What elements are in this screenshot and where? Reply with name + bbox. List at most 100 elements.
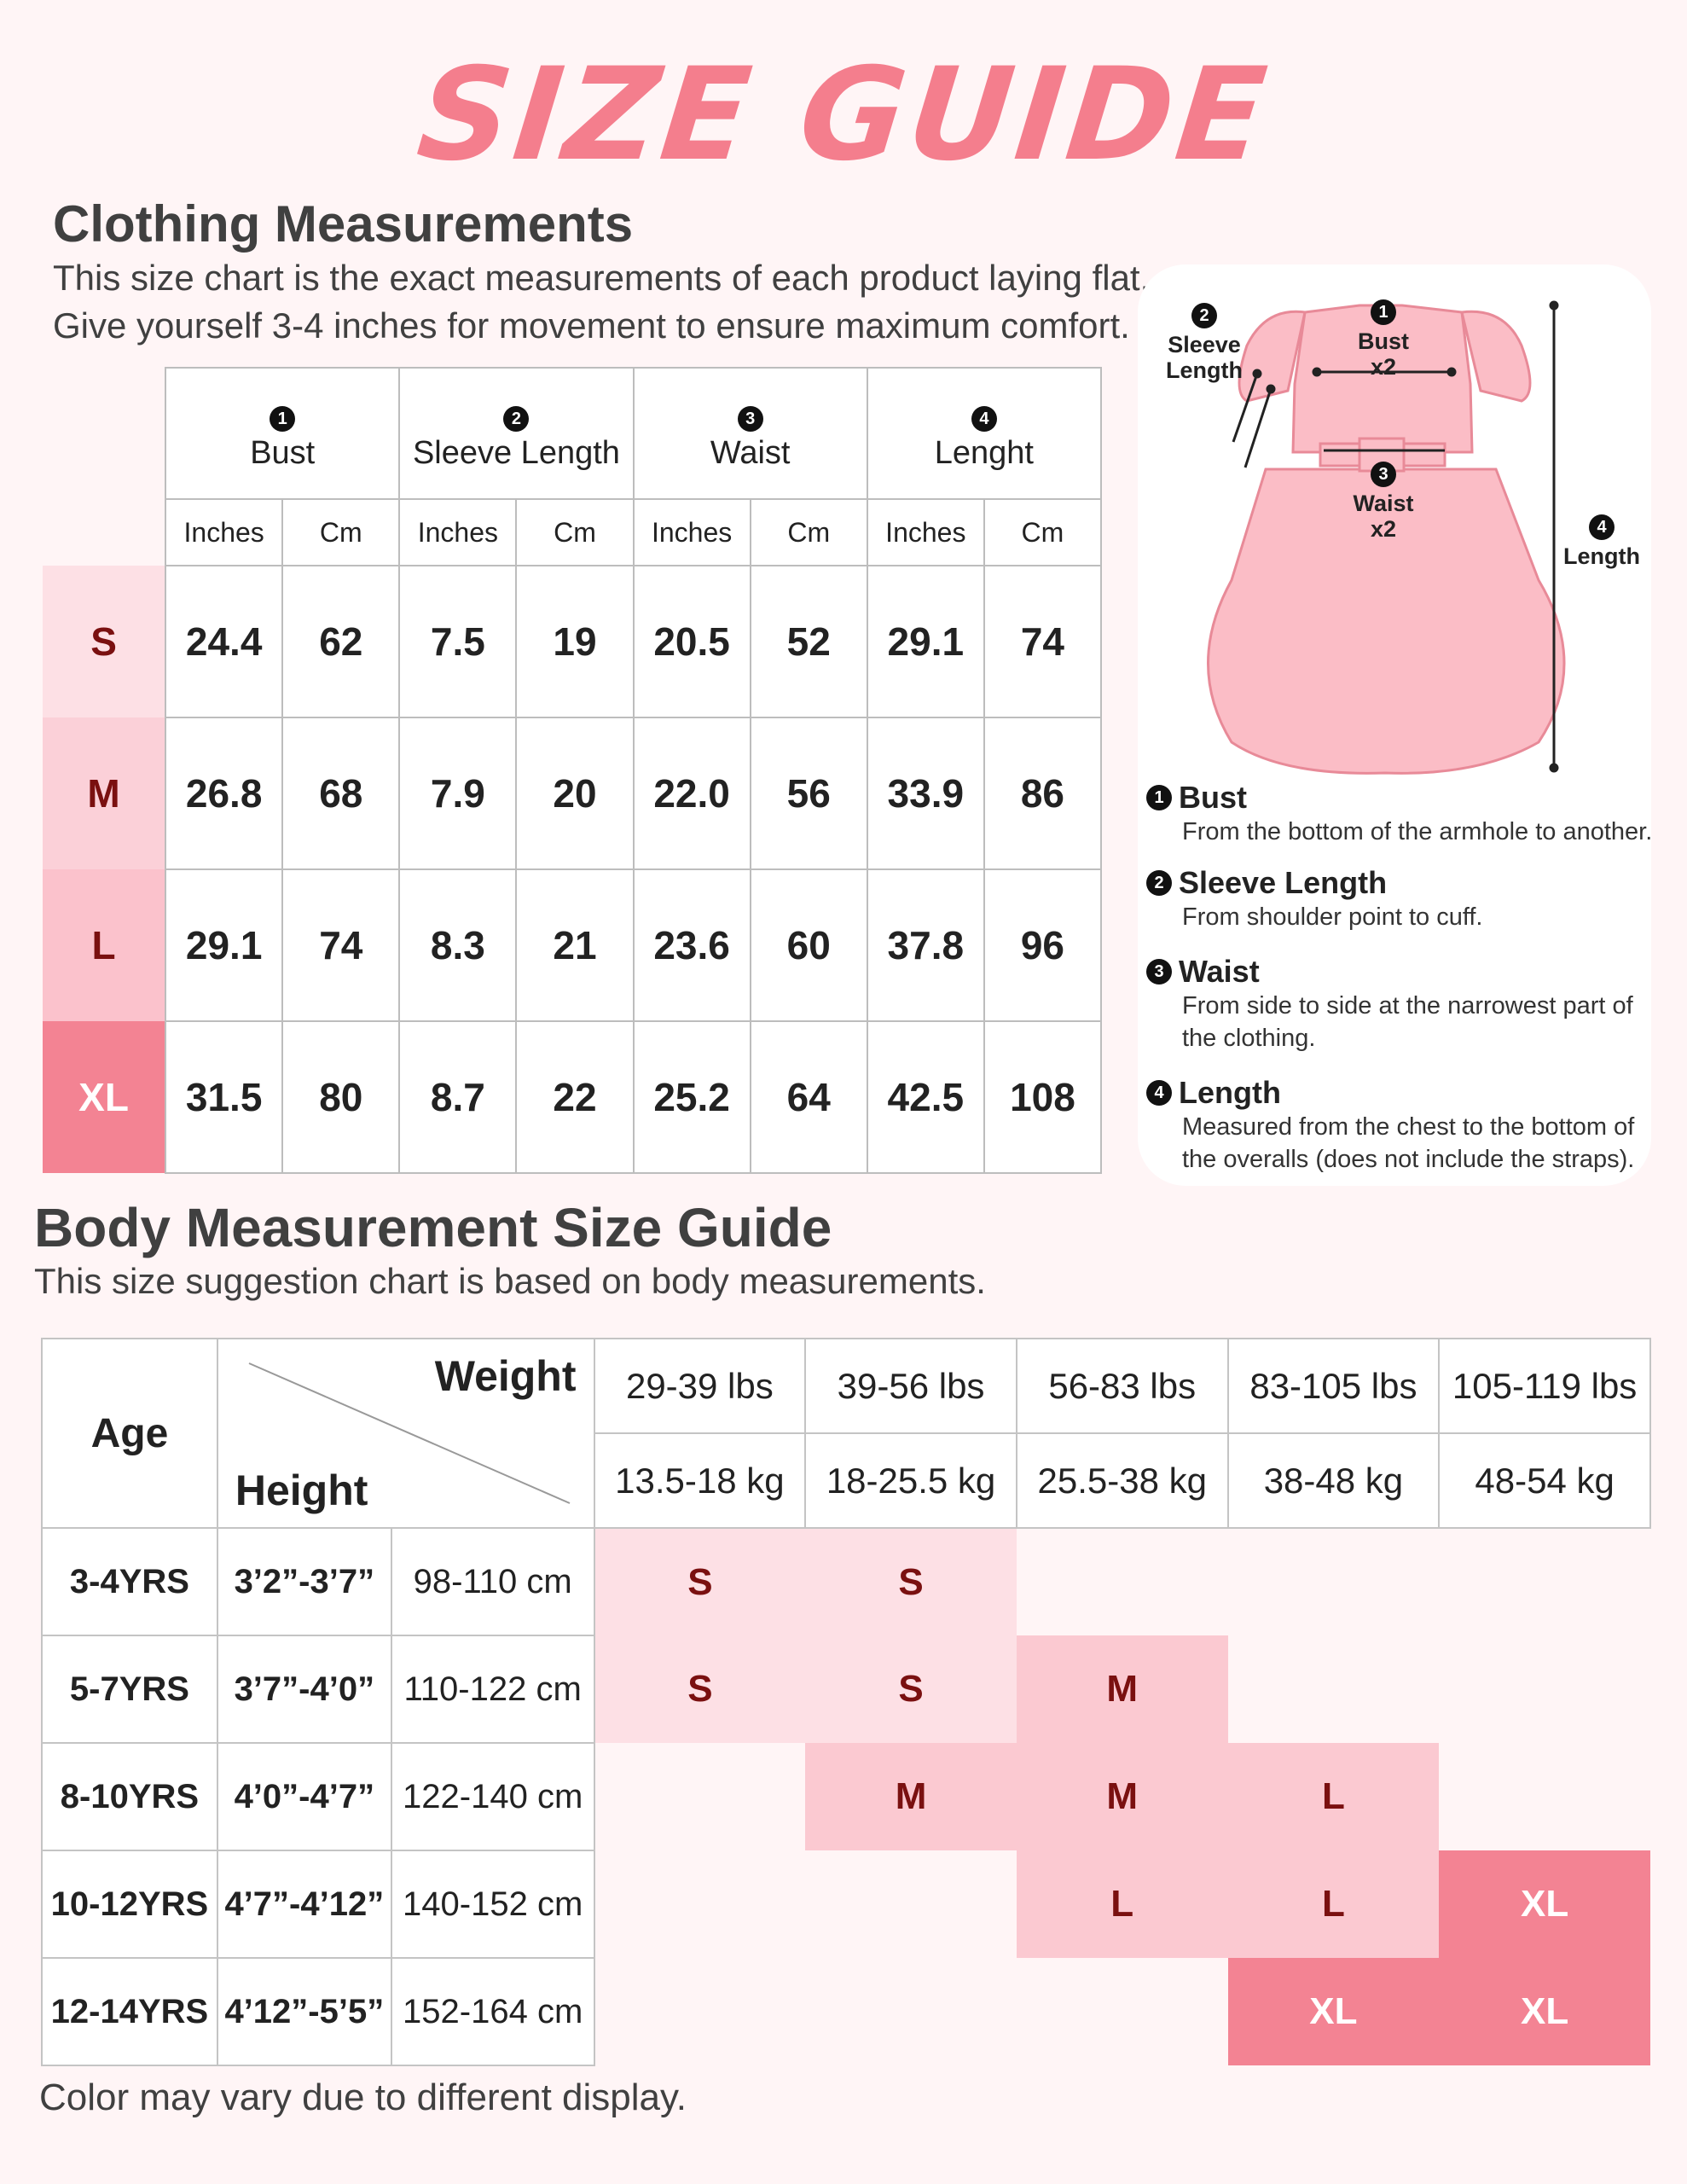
- height-ft-cell: 3’7”-4’0”: [216, 1635, 392, 1744]
- size-cell: L: [1227, 1850, 1440, 1958]
- unit-header: Inches: [632, 498, 751, 566]
- size-cell: [1017, 1958, 1228, 2065]
- table-row: L 29.1 74 8.3 21 23.6 60 37.8 96: [43, 868, 1103, 1022]
- size-cell: XL: [1439, 1958, 1650, 2065]
- measurement-value: 86: [983, 717, 1103, 870]
- weight-kg: 18-25.5 kg: [804, 1432, 1017, 1529]
- size-cell: [594, 1743, 806, 1850]
- measurement-value: 20: [515, 717, 635, 870]
- definition-2: 3 Waist From side to side at the narrowest…: [1146, 954, 1658, 1054]
- size-label: L: [43, 869, 166, 1021]
- age-cell: 3-4YRS: [41, 1527, 218, 1636]
- size-cell: [1228, 1528, 1440, 1635]
- number-icon: 3: [737, 405, 763, 432]
- size-cell: S: [805, 1528, 1017, 1635]
- table-row: 8-10YRS 4’0”-4’7” 122-140 cm M M L: [41, 1742, 1650, 1851]
- measurement-value: 60: [749, 868, 868, 1022]
- measurement-value: 96: [983, 868, 1103, 1022]
- column-header-3: 4 Lenght: [866, 367, 1103, 500]
- table-row: 10-12YRS 4’7”-4’12” 140-152 cm L L XL: [41, 1850, 1650, 1959]
- measurement-value: 25.2: [632, 1020, 751, 1174]
- weight-height-header: Weight Height: [216, 1338, 595, 1529]
- definition-0: 1 Bust From the bottom of the armhole to a…: [1146, 780, 1658, 848]
- number-3-icon: 3: [1371, 462, 1396, 487]
- number-4-icon: 4: [1589, 514, 1615, 540]
- table-row: M 26.8 68 7.9 20 22.0 56 33.9 86: [43, 717, 1103, 870]
- measurement-value: 42.5: [866, 1020, 985, 1174]
- measurement-value: 64: [749, 1020, 868, 1174]
- body-measurement-table: Age Weight Height 29-39 lbs 39-56 lbs 56-83 l…: [41, 1338, 1651, 2066]
- height-cm-cell: 122-140 cm: [390, 1742, 595, 1851]
- size-cell: M: [805, 1743, 1017, 1850]
- measurement-value: 33.9: [866, 717, 985, 870]
- number-icon: 4: [1146, 1080, 1172, 1106]
- size-cell: [1439, 1635, 1650, 1743]
- clothing-desc-2: Give yourself 3-4 inches for movement to…: [53, 305, 1130, 346]
- measurement-value: 56: [749, 717, 868, 870]
- height-cm-cell: 110-122 cm: [390, 1635, 595, 1744]
- height-ft-cell: 4’12”-5’5”: [216, 1957, 392, 2066]
- clothing-desc-1: This size chart is the exact measurement…: [53, 258, 1151, 298]
- age-cell: 10-12YRS: [41, 1850, 218, 1959]
- table-row: 12-14YRS 4’12”-5’5” 152-164 cm XL XL: [41, 1957, 1650, 2066]
- size-cell: [805, 1850, 1017, 1958]
- weight-lbs: 29-39 lbs: [593, 1338, 807, 1434]
- unit-header: Cm: [749, 498, 868, 566]
- number-icon: 3: [1146, 959, 1172, 985]
- size-cell: XL: [1227, 1958, 1440, 2065]
- size-cell: M: [1016, 1743, 1228, 1850]
- number-icon: 1: [1146, 785, 1172, 810]
- measurement-value: 20.5: [632, 565, 751, 718]
- unit-header: Inches: [165, 498, 284, 566]
- size-cell: [594, 1958, 806, 2065]
- age-cell: 5-7YRS: [41, 1635, 218, 1744]
- clothing-measurements-table: 1 Bust 2 Sleeve Length 3 Waist 4 Lenght Inches Cm…: [43, 367, 1103, 1174]
- size-label: M: [43, 717, 166, 869]
- weight-kg: 48-54 kg: [1438, 1432, 1651, 1529]
- number-icon: 1: [270, 405, 296, 432]
- height-cm-cell: 98-110 cm: [390, 1527, 595, 1636]
- clothing-heading: Clothing Measurements: [53, 195, 634, 253]
- dress-icon: [1207, 300, 1566, 775]
- size-cell: [1228, 1635, 1440, 1743]
- length-label: 4 Length: [1559, 512, 1644, 569]
- table-row: 3-4YRS 3’2”-3’7” 98-110 cm S S: [41, 1527, 1650, 1636]
- measurement-value: 74: [983, 565, 1103, 718]
- weight-kg: 13.5-18 kg: [593, 1432, 807, 1529]
- measurement-value: 108: [983, 1020, 1103, 1174]
- measurement-value: 74: [281, 868, 401, 1022]
- measurement-value: 7.5: [398, 565, 518, 718]
- number-icon: 4: [971, 405, 997, 432]
- measurement-value: 8.7: [398, 1020, 518, 1174]
- weight-lbs: 83-105 lbs: [1226, 1338, 1441, 1434]
- sleeve-length-label: 2 Sleeve Length: [1162, 300, 1247, 383]
- measurement-value: 21: [515, 868, 635, 1022]
- size-cell: [1439, 1743, 1650, 1850]
- definition-1: 2 Sleeve Length From shoulder point to cuf…: [1146, 865, 1658, 933]
- height-ft-cell: 4’0”-4’7”: [216, 1742, 392, 1851]
- column-header-0: 1 Bust: [165, 367, 401, 500]
- page-title: SIZE GUIDE: [411, 41, 1276, 189]
- footer-note: Color may vary due to different display.: [39, 2077, 687, 2118]
- size-cell: L: [1227, 1743, 1440, 1850]
- number-icon: 2: [503, 405, 530, 432]
- unit-header: Cm: [281, 498, 401, 566]
- measurement-value: 29.1: [866, 565, 985, 718]
- weight-lbs: 105-119 lbs: [1438, 1338, 1651, 1434]
- waist-label: 3 Waist x2: [1341, 459, 1426, 542]
- measurement-value: 68: [281, 717, 401, 870]
- measurement-value: 37.8: [866, 868, 985, 1022]
- measurement-value: 23.6: [632, 868, 751, 1022]
- number-2-icon: 2: [1191, 303, 1217, 328]
- measurement-value: 8.3: [398, 868, 518, 1022]
- table-row: S 24.4 62 7.5 19 20.5 52 29.1 74: [43, 565, 1103, 718]
- measurement-value: 22: [515, 1020, 635, 1174]
- height-ft-cell: 3’2”-3’7”: [216, 1527, 392, 1636]
- column-header-2: 3 Waist: [632, 367, 868, 500]
- size-cell: [1017, 1528, 1228, 1635]
- size-cell: M: [1016, 1635, 1228, 1743]
- bust-label: 1 Bust x2: [1341, 297, 1426, 380]
- height-cm-cell: 152-164 cm: [390, 1957, 595, 2066]
- weight-kg: 38-48 kg: [1226, 1432, 1441, 1529]
- measurement-value: 62: [281, 565, 401, 718]
